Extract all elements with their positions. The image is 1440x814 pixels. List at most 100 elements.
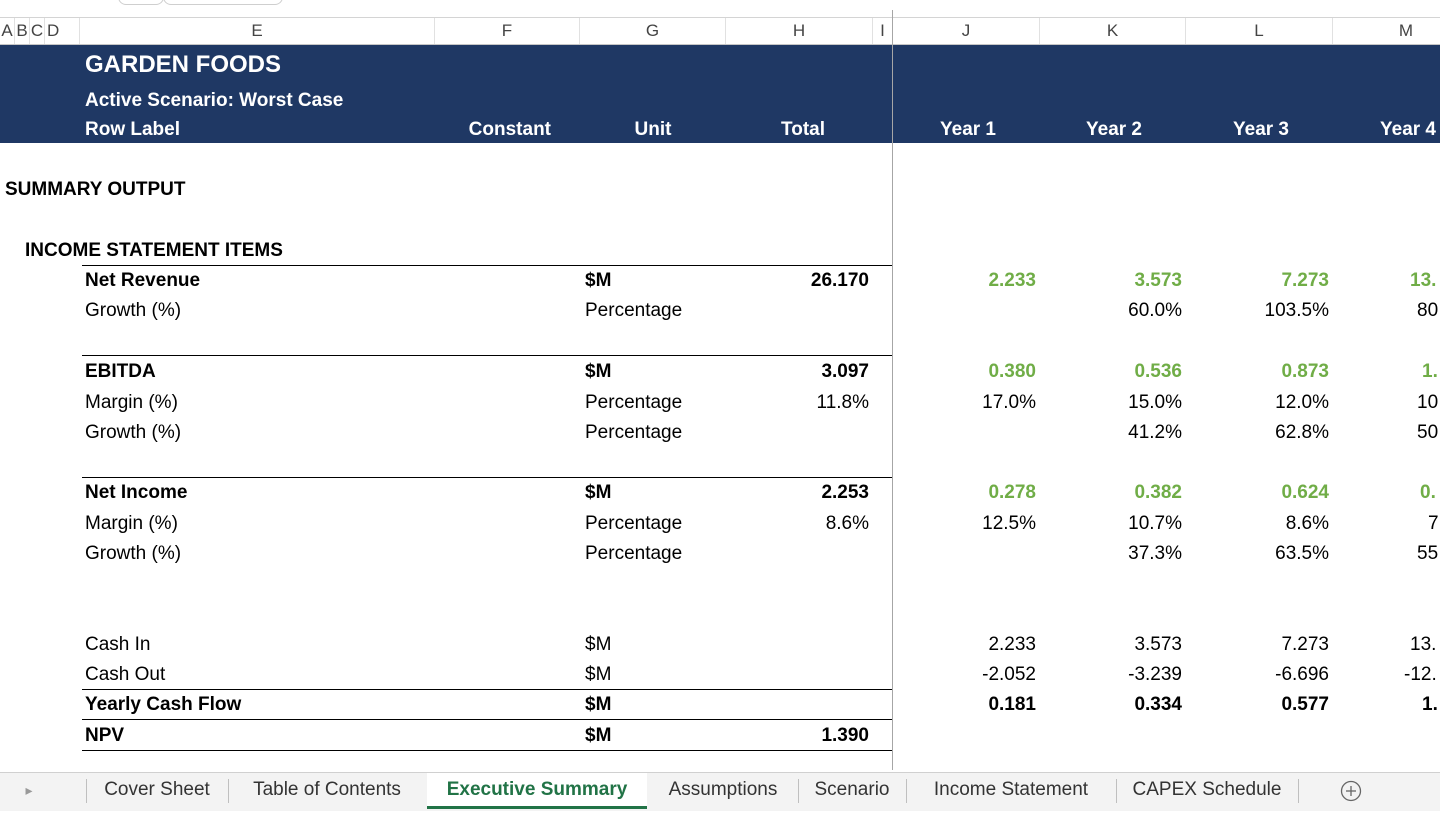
row-year2[interactable]: 41.2%: [1128, 422, 1182, 443]
row-year3[interactable]: 7.273: [1281, 634, 1329, 655]
row-label[interactable]: Net Revenue: [85, 270, 201, 291]
row-unit[interactable]: $M: [585, 664, 612, 685]
row-label[interactable]: Growth (%): [85, 422, 182, 443]
row-year4[interactable]: 1.: [1422, 361, 1438, 382]
row-year4[interactable]: 13.: [1410, 270, 1437, 291]
col-header-a[interactable]: A: [0, 18, 15, 44]
row-year1[interactable]: -2.052: [982, 664, 1036, 685]
section-summary-output[interactable]: SUMMARY OUTPUT: [5, 179, 186, 200]
row-year3[interactable]: 0.873: [1281, 361, 1329, 382]
row-year3[interactable]: -6.696: [1275, 664, 1329, 685]
tab-executive-summary[interactable]: Executive Summary: [427, 773, 647, 809]
row-unit[interactable]: Percentage: [585, 513, 683, 534]
col-header-i[interactable]: I: [873, 18, 893, 44]
add-sheet-icon[interactable]: [1338, 773, 1364, 809]
row-year4[interactable]: 13.: [1410, 634, 1437, 655]
row-label[interactable]: Cash Out: [85, 664, 166, 685]
row-year2[interactable]: 0.382: [1134, 482, 1182, 503]
tab-table-of-contents[interactable]: Table of Contents: [253, 779, 401, 800]
row-total[interactable]: [726, 418, 869, 448]
row-year4[interactable]: -12.: [1404, 664, 1437, 685]
row-total[interactable]: 8.6%: [825, 513, 869, 534]
row-unit[interactable]: Percentage: [585, 392, 683, 413]
row-label[interactable]: Margin (%): [85, 392, 178, 413]
row-year4[interactable]: 7: [1428, 513, 1439, 534]
row-year4[interactable]: 55: [1417, 543, 1439, 564]
row-year2[interactable]: 3.573: [1134, 270, 1182, 291]
row-total[interactable]: 3.097: [821, 361, 869, 382]
row-year2[interactable]: 15.0%: [1128, 392, 1182, 413]
row-label[interactable]: Growth (%): [85, 543, 182, 564]
row-year1[interactable]: 12.5%: [982, 513, 1036, 534]
row-year3[interactable]: 0.577: [1281, 694, 1329, 715]
row-year2[interactable]: 60.0%: [1128, 300, 1182, 321]
row-year1[interactable]: [893, 418, 1036, 448]
row-year3[interactable]: 62.8%: [1275, 422, 1329, 443]
row-label[interactable]: NPV: [85, 725, 125, 746]
row-year2[interactable]: -3.239: [1128, 664, 1182, 685]
row-total[interactable]: 2.253: [821, 482, 869, 503]
col-header-d[interactable]: D: [45, 18, 80, 44]
row-year3[interactable]: 12.0%: [1275, 392, 1329, 413]
row-total[interactable]: [726, 630, 869, 660]
col-header-e[interactable]: E: [80, 18, 435, 44]
row-year4[interactable]: 1.: [1422, 694, 1438, 715]
row-year2[interactable]: 10.7%: [1128, 513, 1182, 534]
row-year1[interactable]: [893, 296, 1036, 326]
col-header-k[interactable]: K: [1040, 18, 1186, 44]
row-total[interactable]: 1.390: [821, 725, 869, 746]
tab-scenario[interactable]: Scenario: [814, 779, 890, 800]
row-total[interactable]: 11.8%: [816, 392, 869, 413]
row-unit[interactable]: $M: [585, 270, 612, 291]
row-year2[interactable]: 3.573: [1134, 634, 1182, 655]
row-year3[interactable]: 63.5%: [1275, 543, 1329, 564]
row-label[interactable]: Yearly Cash Flow: [85, 694, 242, 715]
row-year1[interactable]: 0.278: [988, 482, 1036, 503]
tab-capex-schedule[interactable]: CAPEX Schedule: [1132, 779, 1282, 800]
tab-cover-sheet[interactable]: Cover Sheet: [104, 779, 210, 800]
col-header-g[interactable]: G: [580, 18, 726, 44]
row-year4[interactable]: 0.: [1420, 482, 1436, 503]
col-header-b[interactable]: B: [15, 18, 30, 44]
row-label[interactable]: Margin (%): [85, 513, 178, 534]
row-year1[interactable]: 2.233: [988, 270, 1036, 291]
row-label[interactable]: Cash In: [85, 634, 151, 655]
row-label[interactable]: EBITDA: [85, 361, 156, 382]
tab-income-statement[interactable]: Income Statement: [933, 779, 1089, 800]
row-year1[interactable]: 17.0%: [982, 392, 1036, 413]
row-label[interactable]: Growth (%): [85, 300, 182, 321]
row-year4[interactable]: 10: [1417, 392, 1439, 413]
row-year3[interactable]: 7.273: [1281, 270, 1329, 291]
row-unit[interactable]: Percentage: [585, 543, 683, 564]
row-unit[interactable]: $M: [585, 361, 612, 382]
row-year1[interactable]: [893, 539, 1036, 569]
scroll-tabs-left-icon[interactable]: ▸: [25, 782, 33, 798]
row-unit[interactable]: $M: [585, 634, 612, 655]
row-year3[interactable]: 103.5%: [1264, 300, 1329, 321]
row-unit[interactable]: $M: [585, 694, 612, 715]
row-year1[interactable]: 2.233: [988, 634, 1036, 655]
col-header-l[interactable]: L: [1186, 18, 1333, 44]
row-total[interactable]: 26.170: [810, 270, 869, 291]
row-year1[interactable]: 0.380: [988, 361, 1036, 382]
col-header-f[interactable]: F: [435, 18, 580, 44]
row-label[interactable]: Net Income: [85, 482, 188, 503]
row-total[interactable]: [726, 296, 869, 326]
row-year2[interactable]: 37.3%: [1128, 543, 1182, 564]
row-unit[interactable]: Percentage: [585, 300, 683, 321]
row-unit[interactable]: $M: [585, 725, 612, 746]
row-unit[interactable]: $M: [585, 482, 612, 503]
col-header-h[interactable]: H: [726, 18, 873, 44]
col-header-m[interactable]: M: [1333, 18, 1440, 44]
row-total[interactable]: [726, 690, 869, 720]
col-header-c[interactable]: C: [30, 18, 45, 44]
row-total[interactable]: [726, 539, 869, 569]
row-year2[interactable]: 0.536: [1134, 361, 1182, 382]
row-year1[interactable]: 0.181: [988, 694, 1036, 715]
row-year3[interactable]: 8.6%: [1285, 513, 1329, 534]
row-year4[interactable]: 50: [1417, 422, 1439, 443]
row-year4[interactable]: 80: [1417, 300, 1439, 321]
row-unit[interactable]: Percentage: [585, 422, 683, 443]
col-header-j[interactable]: J: [893, 18, 1040, 44]
row-total[interactable]: [726, 660, 869, 690]
